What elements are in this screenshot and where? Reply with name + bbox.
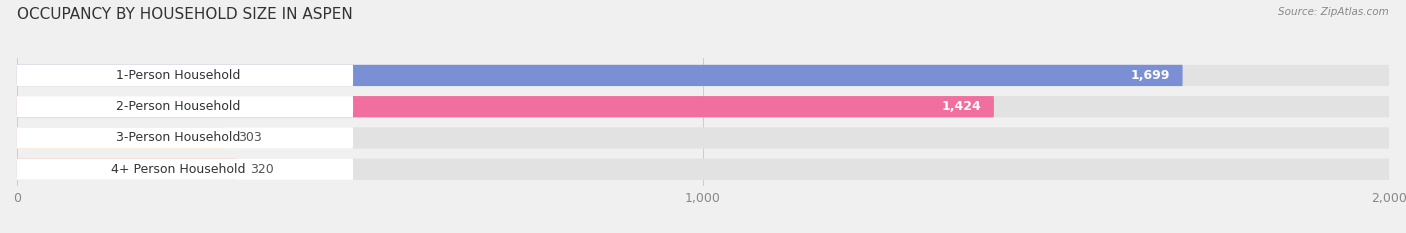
FancyBboxPatch shape: [17, 127, 353, 149]
Text: 303: 303: [239, 131, 263, 144]
FancyBboxPatch shape: [17, 127, 1389, 149]
FancyBboxPatch shape: [17, 159, 353, 180]
Text: 320: 320: [250, 163, 274, 176]
FancyBboxPatch shape: [17, 65, 353, 86]
FancyBboxPatch shape: [17, 127, 225, 149]
FancyBboxPatch shape: [17, 65, 1182, 86]
FancyBboxPatch shape: [17, 159, 1389, 180]
Text: 1,699: 1,699: [1130, 69, 1170, 82]
Text: 4+ Person Household: 4+ Person Household: [111, 163, 246, 176]
FancyBboxPatch shape: [17, 96, 994, 117]
Text: Source: ZipAtlas.com: Source: ZipAtlas.com: [1278, 7, 1389, 17]
Text: 2-Person Household: 2-Person Household: [117, 100, 240, 113]
FancyBboxPatch shape: [17, 96, 1389, 117]
Text: 1-Person Household: 1-Person Household: [117, 69, 240, 82]
FancyBboxPatch shape: [17, 65, 1389, 86]
Text: OCCUPANCY BY HOUSEHOLD SIZE IN ASPEN: OCCUPANCY BY HOUSEHOLD SIZE IN ASPEN: [17, 7, 353, 22]
FancyBboxPatch shape: [17, 96, 353, 117]
Text: 3-Person Household: 3-Person Household: [117, 131, 240, 144]
FancyBboxPatch shape: [17, 159, 236, 180]
Text: 1,424: 1,424: [942, 100, 981, 113]
